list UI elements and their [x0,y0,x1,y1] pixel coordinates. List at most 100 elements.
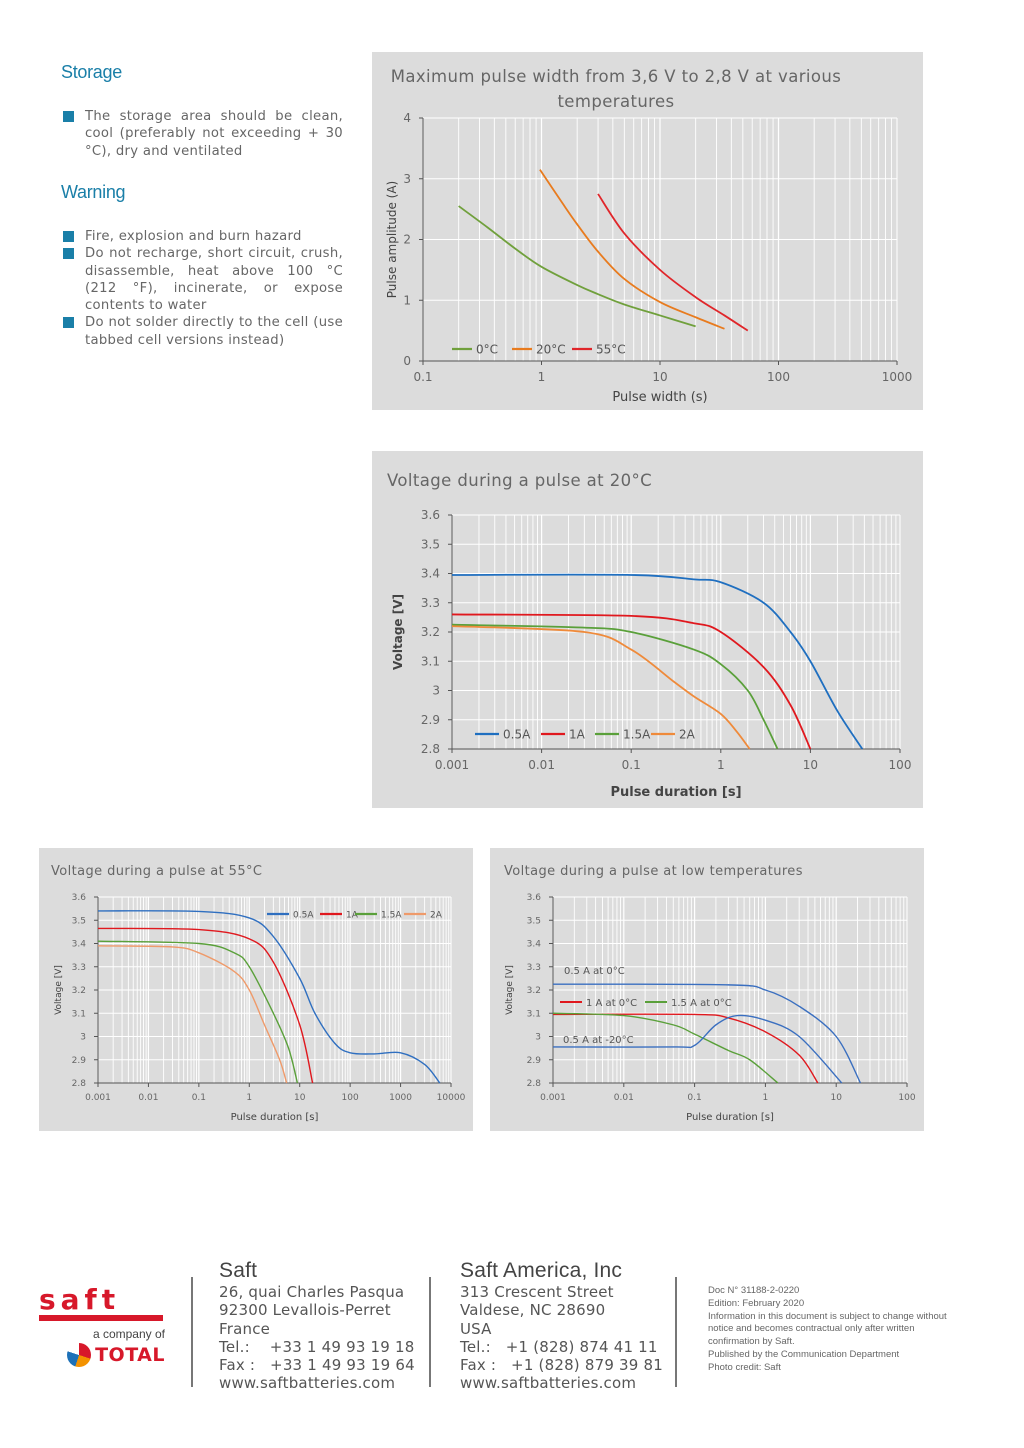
x-tick-label: 100 [767,370,790,384]
series-line-1-5-a-at-0-c [552,1012,779,1084]
legend-label: 2A [430,910,443,920]
x-tick-label: 100 [889,758,912,772]
y-tick-label: 3.5 [527,916,541,926]
series-line-1-5a [97,940,299,1084]
y-tick-label: 3.1 [527,1009,541,1019]
website-link[interactable]: www.saftbatteries.com [460,1374,637,1393]
total-logo-icon [67,1343,92,1367]
legal-line: confirmation by Saft. [708,1336,795,1348]
address-line: 92300 Levallois-Perret [219,1301,391,1320]
series-line-1a [97,927,314,1084]
y-tick-label: 1 [403,293,411,307]
company-name: Saft [219,1259,258,1282]
gridlines [451,514,901,750]
legend-label: 0°C [476,343,498,357]
y-tick-label: 3.2 [527,986,541,996]
saft-logo: saft a company of TOTAL [39,1286,165,1367]
legal-notice: Doc N° 31188-2-0220 Edition: February 20… [708,1285,947,1375]
x-tick-label: 10 [830,1093,842,1103]
x-tick-label: 1 [246,1093,252,1103]
storage-list: The storage area should be clean, cool (… [61,108,343,160]
y-tick-label: 3 [432,684,440,698]
gridlines [552,896,908,1084]
x-tick-label: 0.01 [614,1093,634,1103]
series-line-1-a-at-0-c [552,1013,819,1084]
y-axis-label: Voltage [V] [54,965,64,1015]
y-tick-label: 2 [403,233,411,247]
legend-label: 1 A at 0°C [586,998,637,1009]
x-tick-label: 1 [763,1093,769,1103]
x-tick-label: 1000 [389,1093,412,1103]
chart-canvas: 0 1 2 3 4 0.1 1 10 100 1000 Pulse width (s) Pulse a… [385,111,912,405]
x-tick-label: 0.001 [85,1093,111,1103]
x-axis-label: Pulse width (s) [612,390,707,405]
legend-label: 55°C [596,343,626,357]
storage-heading: Storage [61,62,122,82]
y-tick-label: 3 [80,1033,86,1043]
y-tick-label: 3.3 [527,963,541,973]
address-line: Valdese, NC 28690 [460,1301,606,1320]
chart-voltage-20c: 2.8 2.9 3 3.1 3.2 3.3 3.4 3.5 3.6 0.001 0.01 0.1 1 10… [372,451,923,808]
y-tick-label: 3.6 [527,893,542,903]
y-tick-label: 3.6 [72,893,87,903]
x-tick-label: 0.1 [413,370,432,384]
series-line-2a [451,625,751,750]
series-line-2a [97,945,288,1084]
y-tick-label: 3.2 [421,625,440,639]
x-tick-label: 0.001 [435,758,469,772]
chart-voltage-low-temp: 2.8 2.9 3 3.1 3.2 3.3 3.4 3.5 3.6 0.001 0.01 0.1 1 10… [490,848,924,1131]
x-tick-label: 1 [538,370,546,384]
x-tick-label: 0.1 [687,1093,701,1103]
saft-logo-bar [39,1315,163,1321]
legend-label: 2A [679,728,696,742]
y-tick-label: 3.5 [72,916,86,926]
x-tick-label: 1 [717,758,725,772]
y-tick-label: 3.4 [421,567,440,581]
legend-label: 20°C [536,343,566,357]
divider [429,1277,431,1387]
legend-label: 0.5 A at -20°C [563,1035,634,1046]
y-tick-label: 3.2 [72,986,86,996]
y-tick-label: 3.4 [72,940,87,950]
legend-label: 0.5A [503,728,531,742]
fax: Fax : +1 (828) 879 39 81 [460,1356,663,1375]
list-item: Do not recharge, short circuit, crush, d… [61,245,343,314]
y-tick-label: 2.9 [72,1056,87,1066]
y-axis-label: Voltage [V] [391,594,405,670]
website-link[interactable]: www.saftbatteries.com [219,1374,396,1393]
saft-america-address: Saft America, Inc 313 Crescent Street Va… [460,1260,663,1393]
y-tick-label: 4 [403,111,411,125]
series-line-1-5a [451,623,779,750]
address-line: France [219,1319,271,1338]
series-line-55-c [597,193,749,332]
total-wordmark: TOTAL [95,1344,165,1366]
legend-label: 1A [346,910,359,920]
warning-heading: Warning [61,182,126,202]
y-axis-label: Pulse amplitude (A) [385,181,399,298]
x-tick-label: 100 [342,1093,359,1103]
y-tick-label: 2.8 [421,742,440,756]
y-axis-label: Voltage [V] [505,965,515,1015]
x-axis-label: Pulse duration [s] [231,1112,319,1123]
y-tick-label: 2.8 [527,1079,542,1089]
y-tick-label: 3.3 [72,963,86,973]
x-tick-label: 0.1 [622,758,641,772]
address-line: USA [460,1319,492,1338]
x-tick-label: 0.001 [540,1093,566,1103]
bullet-icon [63,317,74,329]
legend-label: 1.5A [381,910,402,920]
legend-label: 1A [569,728,586,742]
legend-label: 1.5 A at 0°C [671,998,732,1009]
bullet-icon [63,248,74,260]
y-tick-label: 3.4 [527,940,542,950]
doc-number: Doc N° 31188-2-0220 [708,1285,800,1296]
chart-title: Maximum pulse width from 3,6 V to 2,8 V … [390,67,842,111]
x-tick-label: 10000 [437,1093,466,1103]
chart-title: Voltage during a pulse at low temperatur… [504,864,803,879]
legend-label: 0.5 A at 0°C [564,966,625,977]
y-tick-label: 3 [535,1033,541,1043]
fax: Fax : +33 1 49 93 19 64 [219,1356,415,1375]
y-tick-label: 3 [403,172,411,186]
x-tick-label: 10 [294,1093,306,1103]
x-tick-label: 0.01 [528,758,555,772]
